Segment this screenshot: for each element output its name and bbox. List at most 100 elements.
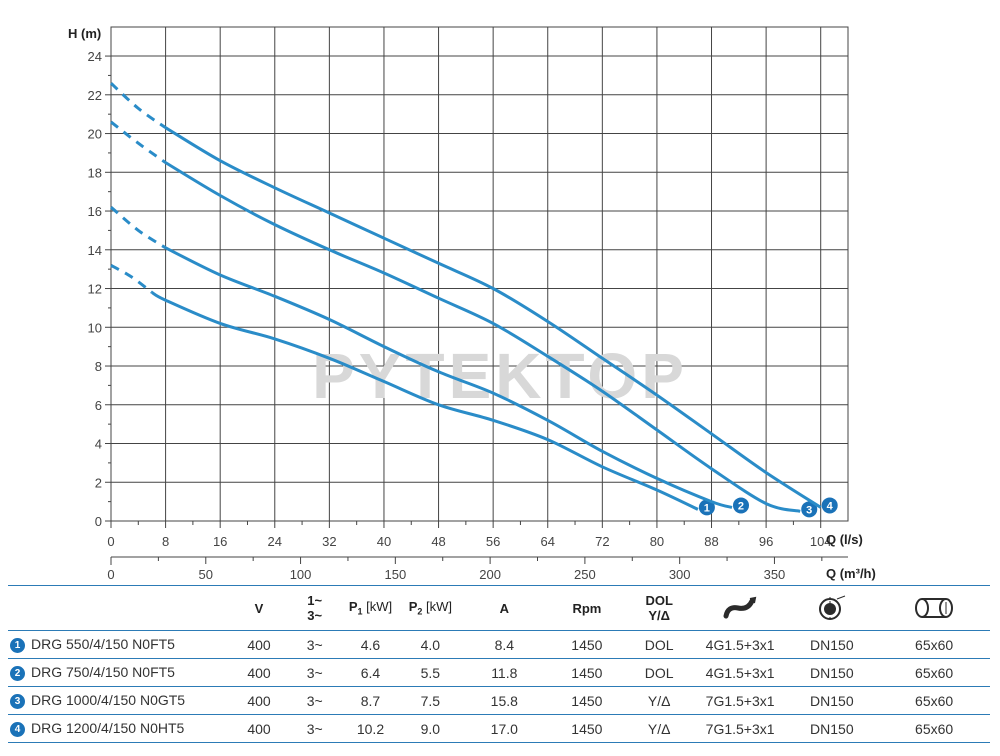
y-tick-label: 10 (88, 320, 102, 335)
y-tick-label: 16 (88, 204, 102, 219)
x2-tick-label: 350 (764, 567, 786, 582)
header-start: DOL Y/Δ (645, 593, 673, 623)
x-tick-label: 56 (486, 534, 500, 549)
y-tick-label: 8 (95, 359, 102, 374)
curve-4-extrapolation (109, 82, 167, 129)
y-tick-label: 24 (88, 49, 102, 64)
rpm-cell: 1450 (571, 720, 603, 737)
header-voltage: V (254, 600, 264, 616)
x2-tick-label: 300 (669, 567, 691, 582)
specs-header-row: V 1~ 3~ P1 [kW] P2 [kW] A Rpm DOL Y/Δ (8, 585, 990, 631)
curve-marker-label-2: 2 (738, 500, 744, 512)
curve-marker-label-3: 3 (806, 504, 812, 516)
cable-cell: 7G1.5+3x1 (705, 720, 775, 737)
p1-cell: 8.7 (360, 692, 381, 709)
curve-1-extrapolation (110, 263, 153, 294)
dimensions-cell: 65x60 (915, 720, 954, 737)
x2-axis-title: Q (m³/h) (826, 566, 876, 581)
outlet-flange-icon (785, 586, 878, 631)
model-cell: 1 DRG 550/4/150 N0FT5 (8, 631, 227, 659)
header-p1: P1 [kW] (348, 599, 393, 617)
model-badge: 1 (10, 637, 25, 653)
model-name: DRG 1200/4/150 N0HT5 (31, 720, 185, 737)
x-tick-label: 24 (268, 534, 282, 549)
rpm-cell: 1450 (571, 664, 603, 681)
cable-cell: 4G1.5+3x1 (705, 664, 775, 681)
curve-marker-label-1: 1 (704, 502, 710, 514)
x2-tick-label: 100 (290, 567, 312, 582)
voltage-cell: 400 (247, 720, 271, 737)
current-cell: 11.8 (491, 664, 518, 681)
rpm-cell: 1450 (571, 692, 603, 709)
model-cell: 4 DRG 1200/4/150 N0HT5 (8, 715, 227, 743)
curve-4 (164, 126, 822, 509)
plot-frame (110, 26, 849, 522)
x-tick-label: 0 (107, 534, 114, 549)
x2-tick-label: 150 (384, 567, 406, 582)
cable-cell: 4G1.5+3x1 (705, 636, 775, 653)
x2-tick-label: 0 (107, 567, 114, 582)
curves: 1 2 3 4 (109, 82, 838, 518)
p1-cell: 4.6 (360, 636, 381, 653)
p1-cell: 10.2 (356, 720, 385, 737)
p1-cell: 6.4 (360, 664, 381, 681)
y-tick-label: 2 (95, 475, 102, 490)
current-cell: 8.4 (494, 636, 515, 653)
curve-1 (151, 291, 699, 511)
dimensions-icon (878, 586, 990, 631)
header-model (8, 586, 227, 631)
x-tick-label: 64 (541, 534, 555, 549)
current-cell: 17.0 (490, 720, 518, 737)
x2-tick-label: 50 (199, 567, 213, 582)
model-badge: 3 (10, 693, 25, 709)
header-rpm: Rpm (572, 600, 602, 616)
phase-cell: 3~ (306, 720, 323, 737)
model-cell: 3 DRG 1000/4/150 N0GT5 (8, 687, 227, 715)
cable-icon (695, 586, 786, 631)
curve-3 (164, 161, 801, 513)
curve-marker-3 (801, 501, 818, 518)
voltage-cell: 400 (247, 636, 271, 653)
header-current: A (499, 600, 509, 616)
x-tick-label: 104 (810, 534, 832, 549)
model-badge: 4 (10, 721, 25, 737)
table-row: 4 DRG 1200/4/150 N0HT5 400 3~ 10.2 9.0 17.0 145… (8, 714, 990, 743)
table-row: 2 DRG 750/4/150 N0FT5 400 3~ 6.4 5.5 11.8 1450 D… (8, 658, 990, 687)
curve-marker-2 (732, 497, 749, 514)
model-badge: 2 (10, 665, 25, 681)
curve-marker-4 (821, 497, 838, 514)
phase-cell: 3~ (306, 692, 323, 709)
chart-axes: 0 8 16 24 32 40 48 56 64 72 80 88 96 1040246810121416… (88, 49, 848, 582)
table-row: 1 DRG 550/4/150 N0FT5 400 3~ 4.6 4.0 8.4 1450 DO… (8, 630, 990, 659)
current-cell: 15.8 (490, 692, 518, 709)
x-tick-label: 32 (322, 534, 336, 549)
start-cell: Y/Δ (647, 692, 671, 709)
x-tick-label: 16 (213, 534, 227, 549)
curve-marker-1 (698, 499, 715, 516)
rpm-cell: 1450 (571, 636, 603, 653)
model-cell: 2 DRG 750/4/150 N0FT5 (8, 659, 227, 687)
dimensions-cell: 65x60 (915, 664, 954, 681)
header-phase: 1~ 3~ (307, 593, 323, 623)
x2-tick-label: 200 (479, 567, 501, 582)
y-tick-label: 20 (88, 127, 102, 142)
pump-curve-chart: 0 8 16 24 32 40 48 56 64 72 80 88 96 1040246810121416… (68, 26, 876, 582)
table-row: 3 DRG 1000/4/150 N0GT5 400 3~ 8.7 7.5 15.8 1450… (8, 686, 990, 715)
outlet-cell: DN150 (810, 664, 854, 681)
model-name: DRG 550/4/150 N0FT5 (31, 636, 175, 653)
curve-2-extrapolation (110, 206, 167, 250)
start-cell: DOL (644, 664, 674, 681)
p2-cell: 9.0 (420, 720, 441, 737)
p2-cell: 5.5 (420, 664, 441, 681)
header-p2: P2 [kW] (408, 599, 452, 617)
dimensions-cell: 65x60 (915, 636, 954, 653)
y-tick-label: 14 (88, 243, 102, 258)
x2-tick-label: 250 (574, 567, 596, 582)
specs-table: V 1~ 3~ P1 [kW] P2 [kW] A Rpm DOL Y/Δ (8, 585, 990, 743)
curve-2 (164, 246, 733, 509)
x-tick-label: 72 (595, 534, 609, 549)
x-tick-label: 40 (377, 534, 391, 549)
model-name: DRG 1000/4/150 N0GT5 (31, 692, 186, 709)
outlet-cell: DN150 (810, 720, 854, 737)
dimensions-cell: 65x60 (915, 692, 954, 709)
